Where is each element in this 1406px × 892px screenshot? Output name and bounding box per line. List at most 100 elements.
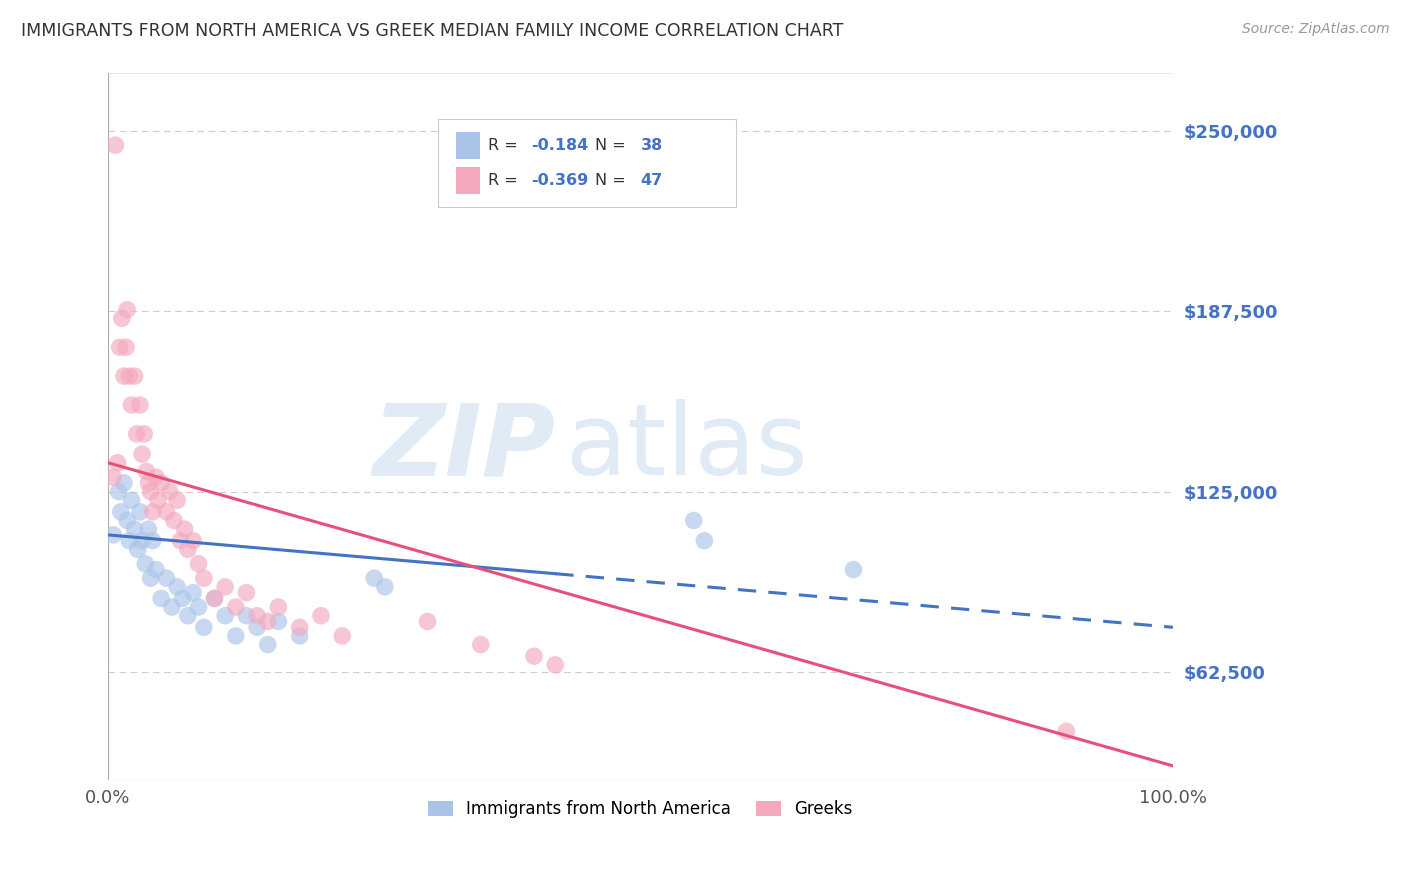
Point: [150, 475, 173, 490]
Point: [288, 629, 311, 643]
Point: [235, 608, 257, 623]
Point: [104, 138, 127, 153]
Point: [131, 447, 153, 461]
Text: N =: N =: [595, 173, 630, 188]
Point: [172, 591, 194, 606]
Point: [155, 571, 177, 585]
Point: [330, 629, 353, 643]
Point: [693, 533, 716, 548]
Point: [470, 638, 492, 652]
Point: [145, 563, 167, 577]
Point: [115, 340, 138, 354]
Point: [118, 369, 141, 384]
Point: [159, 484, 181, 499]
Point: [246, 620, 269, 634]
Text: -0.184: -0.184: [530, 137, 588, 153]
Point: [1054, 724, 1077, 739]
Point: [118, 533, 141, 548]
Point: [225, 629, 247, 643]
Point: [139, 571, 162, 585]
Text: 47: 47: [641, 173, 662, 188]
FancyBboxPatch shape: [439, 119, 737, 207]
Point: [107, 484, 129, 499]
Text: IMMIGRANTS FROM NORTH AMERICA VS GREEK MEDIAN FAMILY INCOME CORRELATION CHART: IMMIGRANTS FROM NORTH AMERICA VS GREEK M…: [21, 22, 844, 40]
Point: [138, 475, 160, 490]
Point: [169, 533, 191, 548]
Point: [107, 456, 129, 470]
Point: [181, 585, 204, 599]
Point: [166, 493, 188, 508]
Point: [177, 608, 200, 623]
Text: atlas: atlas: [565, 400, 807, 496]
Point: [193, 571, 215, 585]
Point: [112, 369, 135, 384]
Point: [181, 533, 204, 548]
Point: [110, 505, 132, 519]
Text: N =: N =: [595, 137, 630, 153]
Point: [288, 620, 311, 634]
Point: [214, 580, 236, 594]
Point: [214, 608, 236, 623]
Point: [142, 505, 165, 519]
Point: [204, 591, 226, 606]
Point: [173, 522, 195, 536]
Point: [246, 608, 269, 623]
Point: [150, 591, 173, 606]
Point: [139, 484, 162, 499]
Point: [129, 505, 152, 519]
Text: Source: ZipAtlas.com: Source: ZipAtlas.com: [1241, 22, 1389, 37]
Point: [145, 470, 167, 484]
Point: [682, 513, 704, 527]
Point: [177, 542, 200, 557]
Point: [111, 311, 134, 326]
Point: [416, 615, 439, 629]
Bar: [456, 167, 479, 194]
Point: [225, 600, 247, 615]
Point: [120, 493, 142, 508]
Point: [129, 398, 152, 412]
Text: ZIP: ZIP: [373, 400, 555, 496]
Point: [135, 464, 157, 478]
Point: [131, 533, 153, 548]
Point: [544, 657, 567, 672]
Point: [309, 608, 332, 623]
Point: [103, 528, 125, 542]
Point: [134, 426, 156, 441]
Point: [267, 600, 290, 615]
Point: [204, 591, 226, 606]
Point: [127, 542, 149, 557]
Point: [115, 302, 138, 317]
Point: [155, 505, 177, 519]
Point: [363, 571, 385, 585]
Text: R =: R =: [488, 173, 523, 188]
Point: [146, 493, 169, 508]
Point: [374, 580, 396, 594]
Legend: Immigrants from North America, Greeks: Immigrants from North America, Greeks: [422, 794, 859, 825]
Point: [166, 580, 188, 594]
Point: [142, 533, 165, 548]
Point: [124, 369, 146, 384]
Point: [134, 557, 156, 571]
Point: [267, 615, 290, 629]
Point: [256, 638, 278, 652]
Point: [235, 585, 257, 599]
Point: [523, 649, 546, 664]
Point: [138, 522, 160, 536]
Point: [163, 513, 186, 527]
Point: [187, 557, 209, 571]
Bar: [456, 132, 479, 159]
Point: [120, 398, 142, 412]
Point: [160, 600, 183, 615]
Point: [112, 475, 135, 490]
Point: [125, 426, 148, 441]
Point: [115, 513, 138, 527]
Text: R =: R =: [488, 137, 523, 153]
Point: [187, 600, 209, 615]
Point: [256, 615, 278, 629]
Point: [103, 470, 125, 484]
Point: [193, 620, 215, 634]
Text: 38: 38: [641, 137, 662, 153]
Point: [108, 340, 131, 354]
Point: [124, 522, 146, 536]
Point: [842, 563, 865, 577]
